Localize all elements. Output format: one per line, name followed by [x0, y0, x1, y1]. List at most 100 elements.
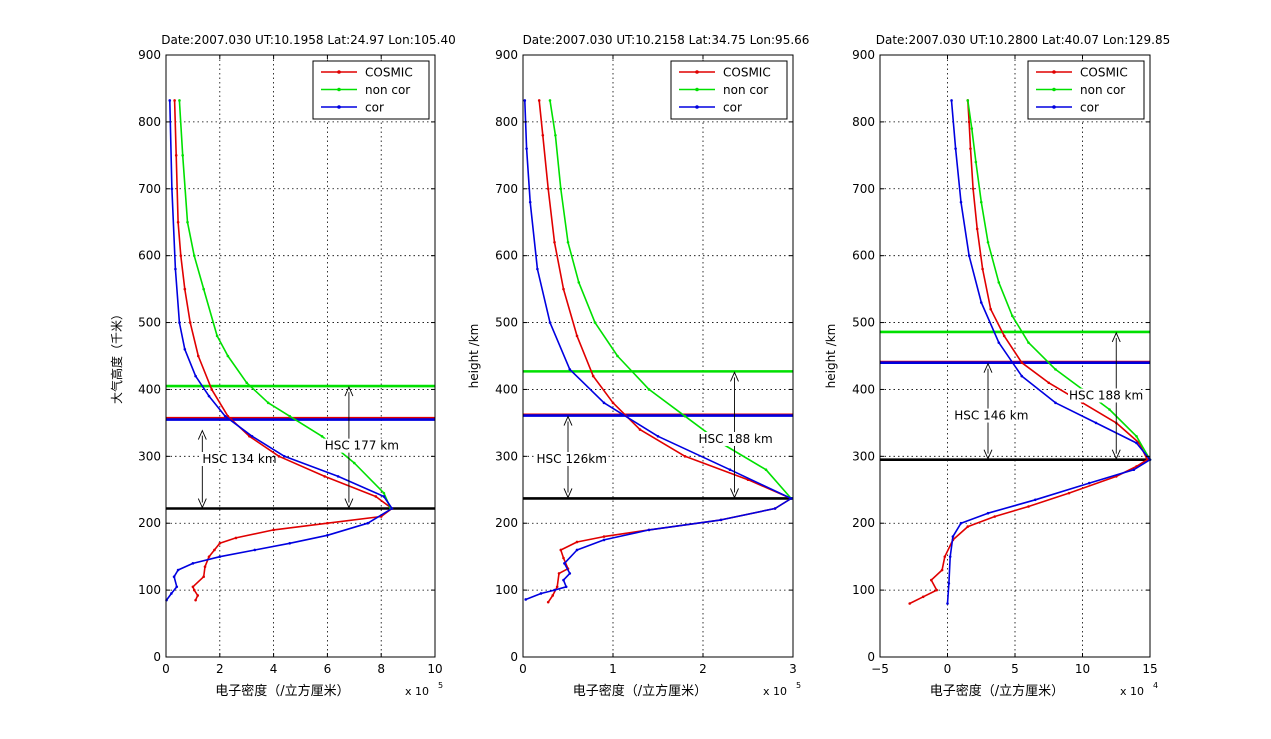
legend-label: cor [723, 101, 742, 115]
data-point [523, 99, 527, 102]
legend-marker [695, 87, 699, 92]
legend-label: non cor [1080, 83, 1125, 97]
data-point [245, 381, 248, 385]
data-point [539, 592, 543, 595]
data-point [202, 287, 205, 291]
data-point [174, 267, 177, 271]
legend-label: COSMIC [365, 66, 413, 80]
plot-frame [522, 54, 794, 658]
data-point [326, 533, 329, 537]
legend-marker [1052, 70, 1056, 74]
data-point [272, 528, 275, 532]
data-point [250, 434, 254, 438]
data-point [288, 414, 292, 418]
data-point [967, 120, 971, 124]
chart-title: Date:2007.030 UT:10.2800 Lat:40.07 Lon:1… [876, 33, 1170, 47]
y-tick-label: 700 [852, 182, 875, 196]
annotation-label-bg [201, 452, 272, 467]
data-point [566, 240, 570, 244]
annotation-label: HSC 146 km [954, 409, 1028, 423]
annotation-label: HSC 126km [537, 452, 607, 466]
data-point [602, 535, 606, 538]
data-point [997, 341, 1001, 344]
data-point [611, 401, 615, 405]
legend-marker [337, 105, 341, 109]
data-point [568, 368, 572, 371]
x-multiplier: x 10 [405, 685, 429, 698]
data-point [719, 518, 723, 522]
data-point [575, 548, 579, 552]
legend-label: COSMIC [723, 66, 771, 80]
legend: COSMIC non cor cor [312, 60, 430, 120]
data-point [559, 187, 563, 191]
series-line-cosmic [909, 100, 1149, 605]
x-tick-label: 4 [270, 662, 278, 676]
data-point [207, 394, 211, 398]
data-point [183, 348, 187, 351]
x-tick-label: 5 [1011, 662, 1019, 676]
data-point [1002, 334, 1006, 338]
annotation-label-bg [697, 431, 768, 446]
y-tick-label: 200 [852, 516, 875, 530]
data-point [908, 602, 911, 605]
data-point [226, 354, 230, 358]
y-tick-label: 700 [495, 182, 518, 196]
legend-label: cor [1080, 101, 1099, 115]
data-point [1135, 441, 1138, 445]
series-line-cor [946, 100, 1151, 604]
y-axis-label: 大气高度（千米） [109, 308, 124, 404]
y-tick-label: 0 [510, 650, 518, 664]
data-point [553, 588, 556, 592]
legend-marker [1052, 87, 1056, 92]
data-point [218, 541, 222, 545]
x-axis-label: 电子密度（/立方厘米） [573, 683, 707, 699]
x-multiplier: x 10 [1120, 685, 1144, 698]
data-point [577, 281, 581, 284]
x-axis-label: 电子密度（/立方厘米） [930, 683, 1064, 699]
data-point [971, 187, 975, 191]
data-point [548, 99, 552, 102]
y-axis-label: height /km [467, 324, 481, 389]
chart-panel-2: Date:2007.030 UT:10.2158 Lat:34.75 Lon:9… [467, 33, 809, 699]
legend: COSMIC non cor cor [670, 60, 788, 120]
data-point [683, 414, 687, 418]
data-point [218, 555, 222, 558]
data-point [575, 540, 579, 544]
annotation-label: HSC 188 km [699, 432, 773, 446]
data-point [930, 578, 933, 582]
y-tick-label: 600 [495, 249, 518, 263]
x-tick-label: 6 [324, 662, 332, 676]
data-point [562, 578, 565, 582]
data-point [1132, 468, 1136, 472]
data-point [1108, 408, 1111, 411]
series-line-cor [165, 100, 393, 601]
legend-label: COSMIC [1080, 66, 1128, 80]
y-tick-label: 0 [153, 650, 161, 664]
y-tick-label: 900 [138, 48, 161, 62]
data-point [974, 160, 978, 164]
y-tick-label: 500 [495, 316, 518, 330]
data-point [546, 187, 550, 191]
data-point [647, 388, 651, 391]
data-point [557, 572, 561, 575]
y-tick-label: 900 [495, 48, 518, 62]
y-tick-label: 0 [867, 650, 875, 664]
x-tick-label: 3 [789, 662, 797, 676]
data-point [541, 133, 545, 137]
data-point [989, 307, 992, 311]
data-point [993, 515, 997, 518]
data-point [253, 548, 257, 552]
y-tick-label: 400 [852, 382, 875, 396]
chart-panel-3: Date:2007.030 UT:10.2800 Lat:40.07 Lon:1… [824, 33, 1170, 699]
data-point [1033, 498, 1037, 502]
data-point [981, 267, 984, 271]
data-point [997, 281, 1001, 284]
y-tick-label: 300 [495, 449, 518, 463]
data-point [940, 568, 944, 572]
data-point [947, 582, 951, 585]
y-tick-label: 600 [138, 249, 161, 263]
x-multiplier-exponent: 5 [438, 681, 443, 690]
data-point [979, 200, 983, 204]
legend-label: non cor [365, 83, 410, 97]
y-tick-label: 800 [852, 115, 875, 129]
